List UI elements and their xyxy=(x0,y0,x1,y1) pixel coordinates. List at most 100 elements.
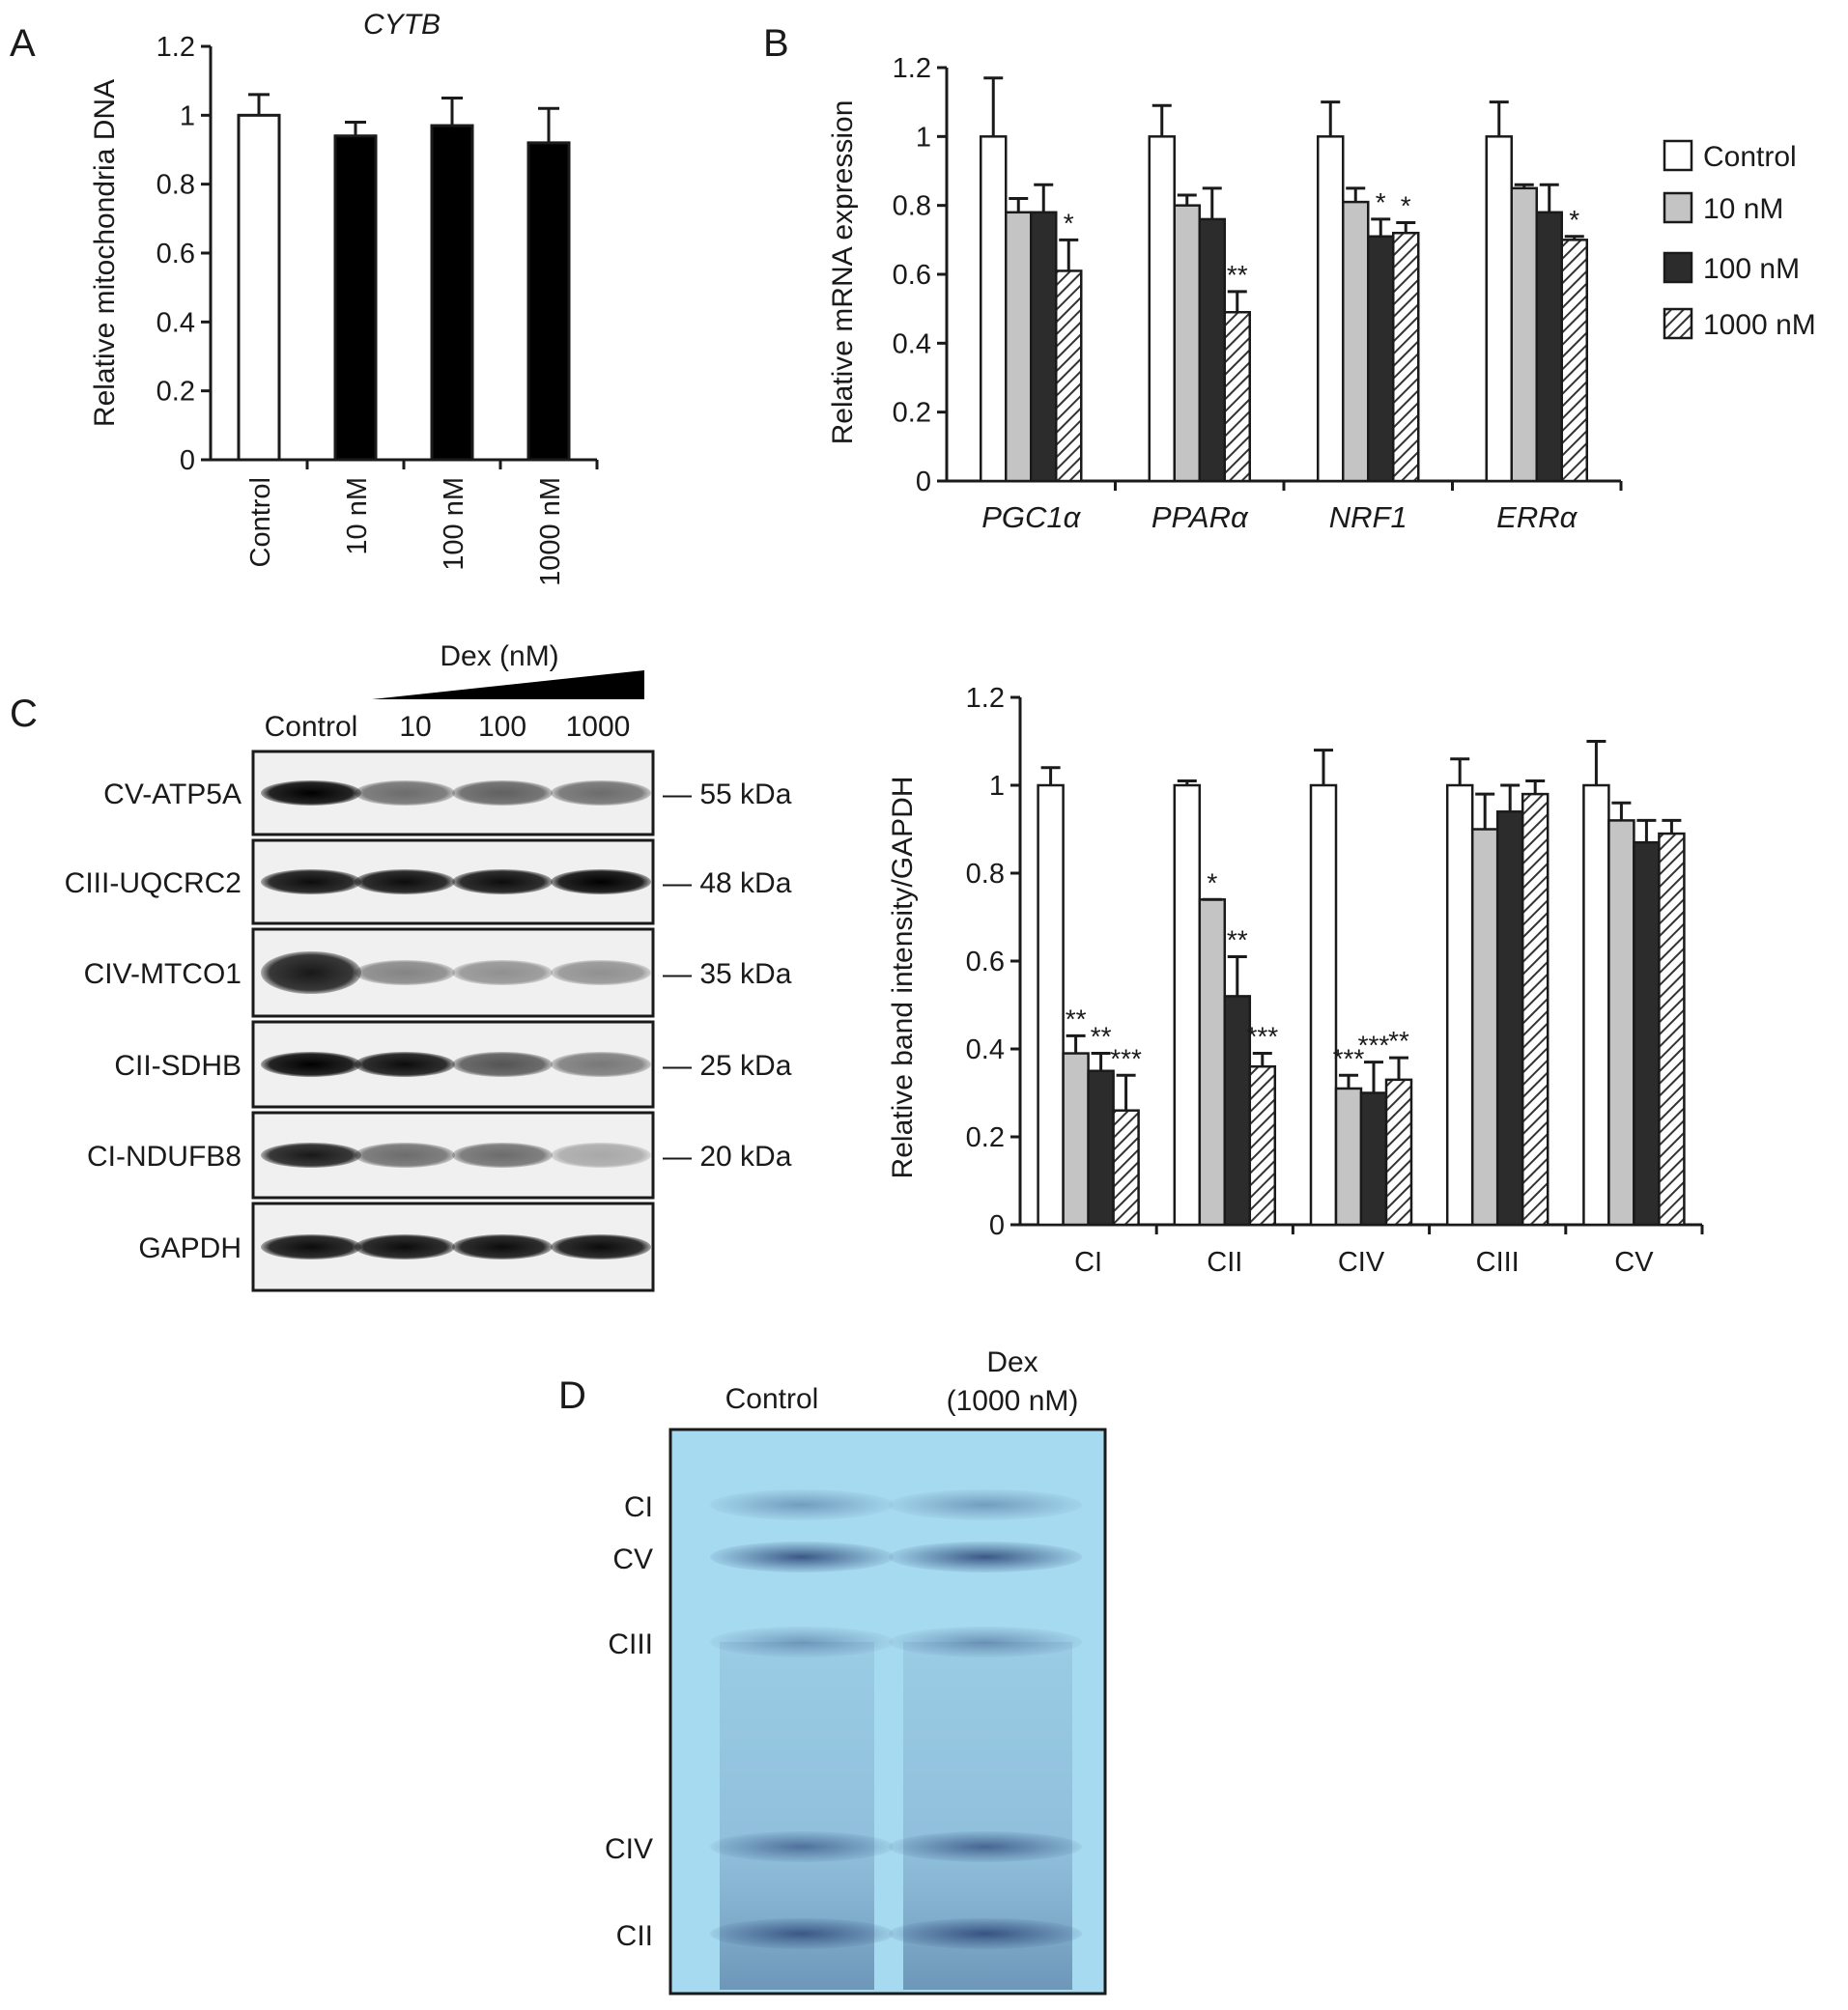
bar-ppar-100-nm xyxy=(1198,217,1226,483)
significance-marker: ** xyxy=(1227,924,1248,954)
blot-band xyxy=(452,1143,553,1168)
blot-band xyxy=(355,780,455,806)
gel-band-control xyxy=(710,1831,894,1862)
y-tick-label: 0.2 xyxy=(966,1122,1005,1153)
chart-b: Relative mRNA expression 0 0.2 0.4 0.6 0.8 1 1… xyxy=(827,53,1816,534)
dex-gradient-wedge xyxy=(372,670,644,699)
panel-letter-a: A xyxy=(10,22,36,65)
bar-ppar-10-nm xyxy=(1173,204,1201,483)
blot-band xyxy=(452,960,553,985)
bar-nrf1-1000-nm xyxy=(1392,231,1420,483)
gel-band-label: CIII xyxy=(608,1628,653,1660)
blot-protein-label: CIV-MTCO1 xyxy=(84,958,242,990)
lane-label-1000: 1000 xyxy=(566,711,631,743)
bar-civ-10-nm xyxy=(1334,1087,1363,1227)
significance-marker: *** xyxy=(1110,1043,1142,1073)
x-tick-label: CIV xyxy=(1338,1247,1385,1278)
bar-cv-control xyxy=(1582,783,1610,1227)
bar-pgc1-100-nm xyxy=(1030,211,1058,483)
gel-band-label: CII xyxy=(616,1920,653,1952)
chart-c: Relative band intensity/GAPDH 0 0.2 0.4 0.6… xyxy=(887,683,1704,1278)
blot-band xyxy=(261,951,361,994)
y-tick-label: 0.8 xyxy=(893,191,931,222)
blot-band xyxy=(452,1234,553,1260)
bar-err-control xyxy=(1485,135,1513,483)
gel-band-label: CV xyxy=(612,1543,653,1575)
blot-band xyxy=(551,960,651,985)
bar-pgc1-10-nm xyxy=(1005,211,1033,483)
x-tick-label: CV xyxy=(1614,1247,1654,1278)
dex-label: Dex (nM) xyxy=(440,640,558,672)
legend-label-1000-nm: 1000 nM xyxy=(1703,309,1816,341)
x-tick-label: PPARα xyxy=(1151,500,1249,534)
legend-label-10-nm: 10 nM xyxy=(1703,193,1783,225)
y-tick-label: 0.8 xyxy=(156,170,195,201)
blot-kda-label: — 48 kDa xyxy=(663,867,792,899)
bar-err-1000-nm xyxy=(1560,239,1588,483)
blot-band xyxy=(261,1143,361,1168)
bar-nrf1-100-nm xyxy=(1367,235,1395,483)
bar-ci-10-nm xyxy=(1062,1052,1090,1227)
bar-civ-control xyxy=(1309,783,1338,1227)
bar-nrf1-control xyxy=(1317,135,1345,483)
gel-band-dex xyxy=(889,1542,1082,1572)
gel-lane-dex-label: Dex xyxy=(986,1346,1038,1378)
chart-a-marks: 0 0.2 0.4 0.6 0.8 1 1.2 Control 10 nM 100 nM 1000 … xyxy=(156,32,599,586)
blot-band xyxy=(261,1052,361,1077)
blot-band xyxy=(452,869,553,894)
blot-band xyxy=(551,780,651,806)
y-tick-label: 0.4 xyxy=(893,328,931,359)
chart-a: CYTB Relative mitochondria DNA 0 0.2 0.4 0.… xyxy=(89,9,599,586)
significance-marker: ** xyxy=(1388,1026,1409,1056)
bar-pgc1-control xyxy=(980,135,1008,483)
significance-marker: * xyxy=(1401,191,1411,221)
x-tick-label: 100 nM xyxy=(439,477,469,571)
blot-rows: Control 10 100 1000 CV-ATP5A — 55 kDa CIII-UQC… xyxy=(65,711,792,1292)
bar-cv-10-nm xyxy=(1607,819,1635,1227)
bar-1000-nm xyxy=(526,141,571,462)
y-tick-label: 0.6 xyxy=(156,239,195,269)
significance-marker: * xyxy=(1376,187,1386,217)
y-tick-label: 1.2 xyxy=(156,32,195,63)
gel-band-dex xyxy=(889,1489,1082,1520)
significance-marker: * xyxy=(1064,208,1074,238)
significance-marker: ** xyxy=(1227,260,1248,290)
blot-protein-label: CIII-UQCRC2 xyxy=(65,867,242,899)
legend-swatch-10-nm xyxy=(1663,191,1693,224)
native-gel: Control Dex (1000 nM) CI CV CIII CIV CII xyxy=(605,1346,1107,1996)
y-tick-label: 1.2 xyxy=(893,53,931,84)
bar-civ-1000-nm xyxy=(1384,1078,1413,1227)
y-tick-label: 1 xyxy=(989,771,1005,802)
y-tick-label: 0.4 xyxy=(156,307,195,338)
y-tick-label: 1.2 xyxy=(966,683,1005,714)
x-tick-label: CIII xyxy=(1476,1247,1520,1278)
gel-band-label: CIV xyxy=(605,1833,653,1865)
blot-kda-label: — 55 kDa xyxy=(663,779,792,810)
bar-ciii-control xyxy=(1445,783,1474,1227)
bar-ppar-control xyxy=(1148,135,1176,483)
y-tick-label: 0.6 xyxy=(966,947,1005,977)
blot-band xyxy=(551,1143,651,1168)
gel-lane-control-label: Control xyxy=(725,1383,819,1415)
gel-band-dex xyxy=(889,1831,1082,1862)
chart-b-ylabel: Relative mRNA expression xyxy=(827,100,859,445)
bar-err-100-nm xyxy=(1535,211,1563,483)
lane-label-10: 10 xyxy=(399,711,431,743)
bar-ciii-1000-nm xyxy=(1521,792,1549,1227)
y-tick-label: 0.2 xyxy=(893,398,931,429)
significance-marker: *** xyxy=(1246,1022,1278,1052)
bar-ci-control xyxy=(1037,783,1065,1227)
y-tick-label: 0 xyxy=(916,467,931,497)
bar-ciii-10-nm xyxy=(1470,828,1499,1227)
gel-band-label: CI xyxy=(624,1491,653,1523)
chart-c-ylabel: Relative band intensity/GAPDH xyxy=(887,777,919,1179)
bar-pgc1-1000-nm xyxy=(1055,269,1083,483)
blot-band xyxy=(355,1234,455,1260)
panel-letter-b: B xyxy=(763,22,789,65)
legend-swatch-control xyxy=(1663,139,1693,172)
bar-10-nm xyxy=(333,134,378,462)
gel-band-dex xyxy=(889,1627,1082,1657)
blot-band xyxy=(551,869,651,894)
blot-kda-label: — 20 kDa xyxy=(663,1141,792,1173)
